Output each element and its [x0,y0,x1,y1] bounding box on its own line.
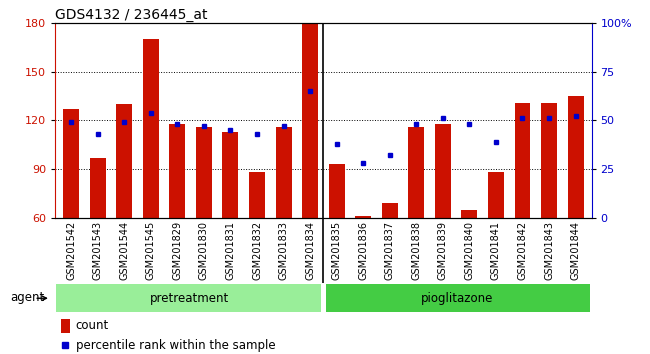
Text: GSM201841: GSM201841 [491,221,501,280]
Bar [382,203,398,218]
Text: GSM201836: GSM201836 [358,221,368,280]
Text: GSM201832: GSM201832 [252,221,262,280]
Text: GSM201840: GSM201840 [464,221,474,280]
Text: pioglitazone: pioglitazone [421,292,493,305]
Text: GSM201830: GSM201830 [199,221,209,280]
Bar [541,103,557,218]
Bar [249,172,265,218]
Bar [515,103,530,218]
Text: GSM201543: GSM201543 [93,221,103,280]
Bar [302,23,318,218]
Text: GSM201545: GSM201545 [146,221,156,280]
Text: GSM201837: GSM201837 [385,221,395,280]
Bar [143,39,159,218]
Text: GSM201838: GSM201838 [411,221,421,280]
Text: GSM201542: GSM201542 [66,221,76,280]
Text: GSM201833: GSM201833 [279,221,289,280]
Bar [326,284,590,312]
Text: GSM201842: GSM201842 [517,221,528,280]
Text: GSM201835: GSM201835 [332,221,342,280]
Text: GSM201834: GSM201834 [305,221,315,280]
Text: pretreatment: pretreatment [150,292,229,305]
Bar [196,127,212,218]
Bar [116,104,132,218]
Bar [329,164,344,218]
Bar [488,172,504,218]
Text: GSM201844: GSM201844 [571,221,580,280]
Text: GSM201843: GSM201843 [544,221,554,280]
Bar [408,127,424,218]
Text: agent: agent [10,291,44,304]
Bar [462,210,477,218]
Text: percentile rank within the sample: percentile rank within the sample [75,338,275,352]
Bar [222,132,239,218]
Bar [60,319,70,333]
Text: count: count [75,319,109,332]
Text: GSM201544: GSM201544 [119,221,129,280]
Bar [57,284,320,312]
Text: GSM201829: GSM201829 [172,221,183,280]
Bar [170,124,185,218]
Bar [276,127,291,218]
Text: GDS4132 / 236445_at: GDS4132 / 236445_at [55,8,208,22]
Bar [435,124,451,218]
Bar [567,96,584,218]
Bar [356,216,371,218]
Text: GSM201831: GSM201831 [226,221,235,280]
Bar [63,109,79,218]
Text: GSM201839: GSM201839 [438,221,448,280]
Bar [90,158,106,218]
